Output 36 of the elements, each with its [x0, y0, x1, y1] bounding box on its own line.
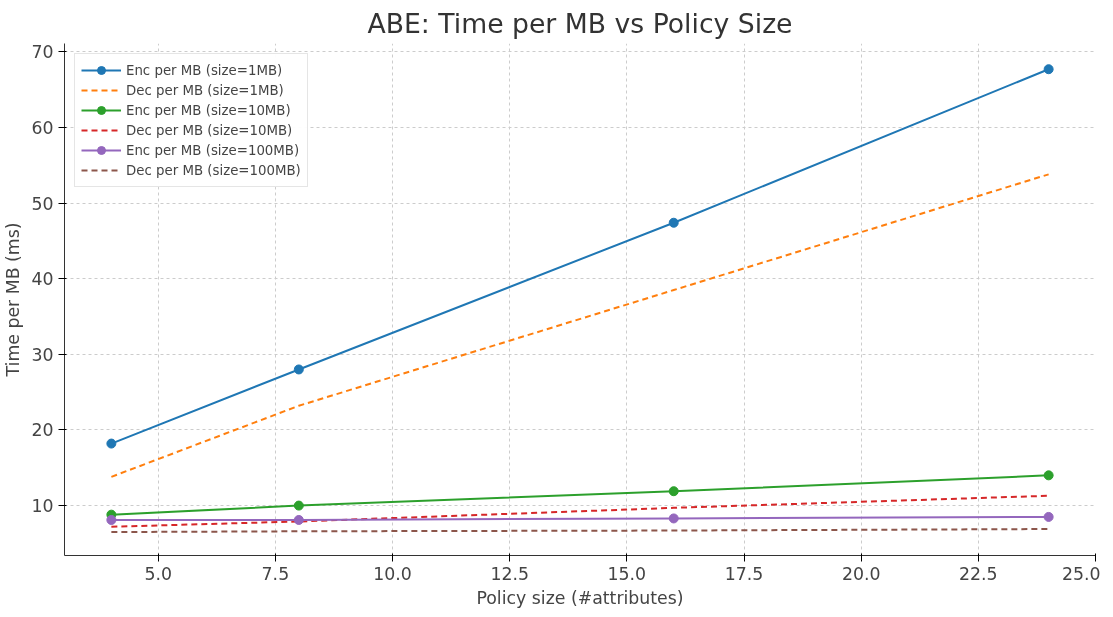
- x-tick-label: 22.5: [959, 563, 998, 584]
- x-tick-label: 20.0: [841, 563, 881, 584]
- x-tick-label: 15.0: [607, 563, 647, 584]
- legend-label: Dec per MB (size=10MB): [126, 122, 293, 138]
- point: [1043, 470, 1054, 481]
- y-tick-label: 30: [31, 344, 54, 365]
- y-tick-label: 40: [31, 269, 54, 290]
- legend-label: Dec per MB (size=100MB): [126, 162, 301, 178]
- x-tick-label: 12.5: [490, 563, 530, 584]
- point: [106, 438, 117, 449]
- point: [668, 486, 679, 497]
- point: [1043, 511, 1054, 522]
- point: [293, 364, 304, 375]
- x-tick-label: 25.0: [1061, 563, 1101, 584]
- x-tick-label: 17.5: [724, 563, 764, 584]
- legend-label: Enc per MB (size=100MB): [126, 142, 300, 158]
- x-axis-title: Policy size (#attributes): [476, 587, 684, 608]
- point: [293, 500, 304, 511]
- x-tick-label: 7.5: [261, 563, 290, 584]
- y-tick-label: 70: [31, 42, 54, 63]
- chart-title: ABE: Time per MB vs Policy Size: [367, 7, 793, 39]
- point: [1043, 64, 1054, 75]
- y-tick-label: 20: [31, 420, 54, 441]
- y-tick-label: 50: [31, 193, 54, 214]
- y-tick-label: 10: [31, 496, 54, 517]
- legend-label: Enc per MB (size=1MB): [126, 62, 283, 78]
- point: [668, 513, 679, 524]
- point: [106, 514, 117, 525]
- legend-label: Enc per MB (size=10MB): [126, 102, 291, 118]
- point: [668, 217, 679, 228]
- y-tick-label: 60: [31, 117, 54, 138]
- x-tick-label: 10.0: [373, 563, 412, 584]
- legend-label: Dec per MB (size=1MB): [126, 82, 284, 98]
- x-tick-label: 5.0: [144, 563, 173, 584]
- point: [293, 514, 304, 525]
- y-axis-title: Time per MB (ms): [3, 222, 24, 378]
